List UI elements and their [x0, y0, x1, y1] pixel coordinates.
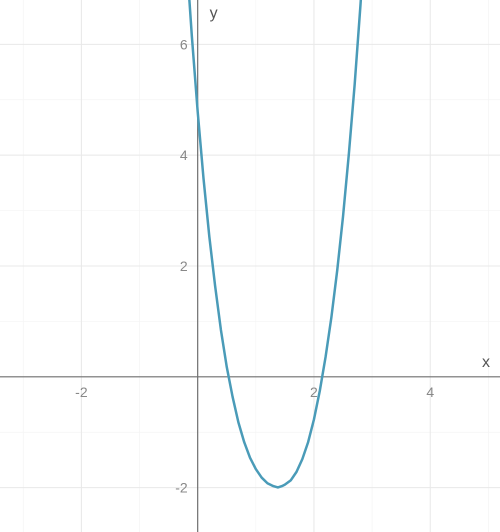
y-tick-label: 6 [180, 36, 188, 52]
y-tick-label: 2 [180, 258, 188, 274]
y-tick-label: 4 [180, 147, 188, 163]
x-tick-label: 4 [426, 384, 434, 400]
y-tick-label: -2 [175, 480, 188, 496]
parabola-chart: -2 2 4 -2 2 4 6 x y [0, 0, 500, 532]
x-tick-label: -2 [75, 384, 88, 400]
y-axis-label: y [210, 5, 218, 22]
chart-container: -2 2 4 -2 2 4 6 x y [0, 0, 500, 532]
x-axis-label: x [482, 354, 490, 371]
x-tick-label: 2 [310, 384, 318, 400]
